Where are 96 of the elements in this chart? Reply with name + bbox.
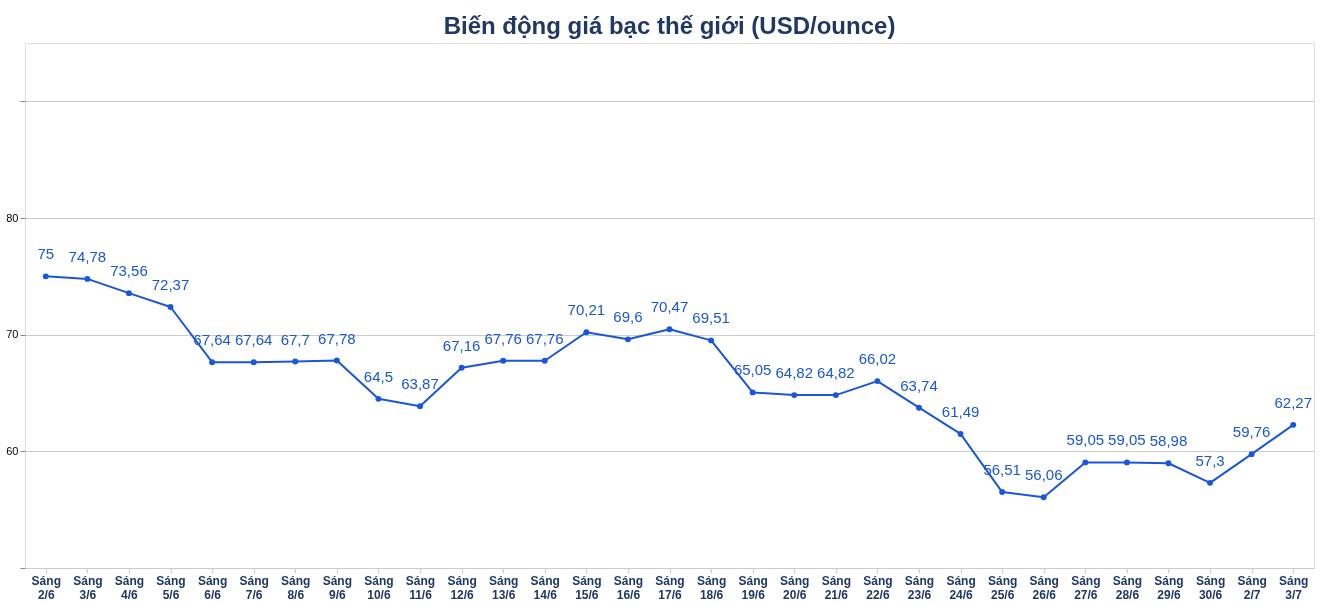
x-tick-label: Sáng 2/7 <box>1237 573 1267 602</box>
data-label: 63,87 <box>401 375 439 393</box>
point <box>583 329 590 336</box>
x-tick-label: Sáng 27/6 <box>1071 573 1101 602</box>
point <box>1082 459 1089 466</box>
point <box>375 395 382 402</box>
point <box>42 273 49 280</box>
point <box>916 404 922 411</box>
x-tick-label: Sáng 23/6 <box>904 573 935 602</box>
point <box>1123 459 1130 466</box>
point <box>500 357 507 364</box>
data-label: 72,37 <box>151 276 190 294</box>
x-tick-label: Sáng 17/6 <box>655 573 685 602</box>
x-tick-label: Sáng 10/6 <box>364 573 394 602</box>
point <box>1248 451 1255 458</box>
data-label: 59,05 <box>1108 431 1146 449</box>
data-label: 61,49 <box>941 402 980 420</box>
point <box>791 392 798 399</box>
point <box>666 326 673 333</box>
point <box>84 275 91 282</box>
point <box>541 357 548 364</box>
point <box>1165 460 1172 467</box>
point <box>832 392 839 399</box>
data-label: 70,21 <box>567 301 606 319</box>
data-label: 64,82 <box>817 364 855 382</box>
point <box>333 357 340 364</box>
x-tick-label: Sáng 19/6 <box>738 573 768 602</box>
x-tick-label: Sáng 22/6 <box>863 573 893 602</box>
data-label: 59,76 <box>1232 423 1271 441</box>
x-tick-label: Sáng 20/6 <box>780 573 810 602</box>
x-tick-label: Sáng 26/6 <box>1029 573 1059 602</box>
x-tick-label: Sáng 21/6 <box>821 573 851 602</box>
data-label: 69,51 <box>692 309 730 327</box>
point <box>624 336 631 343</box>
x-tick-label: Sáng 8/6 <box>281 573 311 602</box>
x-tick-label: Sáng 4/6 <box>114 573 145 602</box>
point <box>167 304 174 310</box>
x-tick-label: Sáng 24/6 <box>946 573 976 602</box>
point <box>209 359 216 366</box>
x-tick-label: Sáng 15/6 <box>572 573 602 602</box>
data-label: 67,76 <box>484 329 522 347</box>
x-tick-label: Sáng 12/6 <box>447 573 477 602</box>
x-tick-label: Sáng 5/6 <box>156 573 186 602</box>
x-tick-label: Sáng 13/6 <box>489 573 519 602</box>
x-tick-label: Sáng 3/7 <box>1279 573 1309 602</box>
data-label: 67,76 <box>525 329 564 347</box>
x-tick-label: Sáng 11/6 <box>405 573 436 602</box>
x-tick-label: Sáng 29/6 <box>1154 573 1184 602</box>
y-tick-label: 80 <box>6 211 19 224</box>
data-label: 57,3 <box>1195 451 1225 469</box>
data-label: 63,74 <box>900 376 938 394</box>
y-tick-label: 60 <box>6 444 19 457</box>
data-label: 58,98 <box>1149 432 1188 450</box>
x-tick-label: Sáng 30/6 <box>1195 573 1226 602</box>
point <box>1040 494 1047 501</box>
point <box>957 431 964 437</box>
x-tick-label: Sáng 25/6 <box>987 573 1018 602</box>
x-tick-label: Sáng 16/6 <box>613 573 644 602</box>
data-label: 67,64 <box>193 331 231 349</box>
data-label: 67,78 <box>318 329 356 347</box>
data-label: 67,7 <box>280 330 310 348</box>
data-label: 75 <box>37 245 55 263</box>
point <box>874 378 881 385</box>
point <box>708 337 715 344</box>
point <box>125 290 132 297</box>
x-tick-label: Sáng 6/6 <box>197 573 228 602</box>
x-tick-label: Sáng 28/6 <box>1112 573 1143 602</box>
point <box>749 389 756 396</box>
data-label: 64,5 <box>363 367 394 385</box>
data-label: 56,06 <box>1024 466 1063 484</box>
data-label: 69,6 <box>613 308 643 326</box>
point <box>417 403 423 410</box>
data-label: 74,78 <box>68 247 107 265</box>
data-label: 59,05 <box>1066 431 1105 449</box>
x-tick-label: Sáng 9/6 <box>322 573 353 602</box>
chart-title: Biến động giá bạc thế giới (USD/ounce) <box>443 12 896 39</box>
point <box>1290 421 1297 428</box>
data-label: 64,82 <box>775 364 814 382</box>
point <box>999 489 1006 495</box>
data-label: 67,64 <box>234 331 273 349</box>
x-tick-label: Sáng 14/6 <box>530 573 560 602</box>
point <box>458 364 465 371</box>
data-label: 67,16 <box>442 336 481 354</box>
data-label: 66,02 <box>858 350 897 368</box>
x-tick-label: Sáng 18/6 <box>696 573 727 602</box>
x-tick-label: Sáng 3/6 <box>73 573 103 602</box>
data-label: 62,27 <box>1274 393 1312 411</box>
point <box>250 359 257 366</box>
x-tick-label: Sáng 7/6 <box>239 573 269 602</box>
y-tick-label: 70 <box>6 328 19 341</box>
data-label: 65,05 <box>733 361 772 379</box>
data-label: 70,47 <box>650 298 689 316</box>
data-label: 73,56 <box>110 262 148 280</box>
point <box>292 358 299 365</box>
point <box>1207 479 1214 486</box>
x-tick-label: Sáng 2/6 <box>31 573 61 602</box>
